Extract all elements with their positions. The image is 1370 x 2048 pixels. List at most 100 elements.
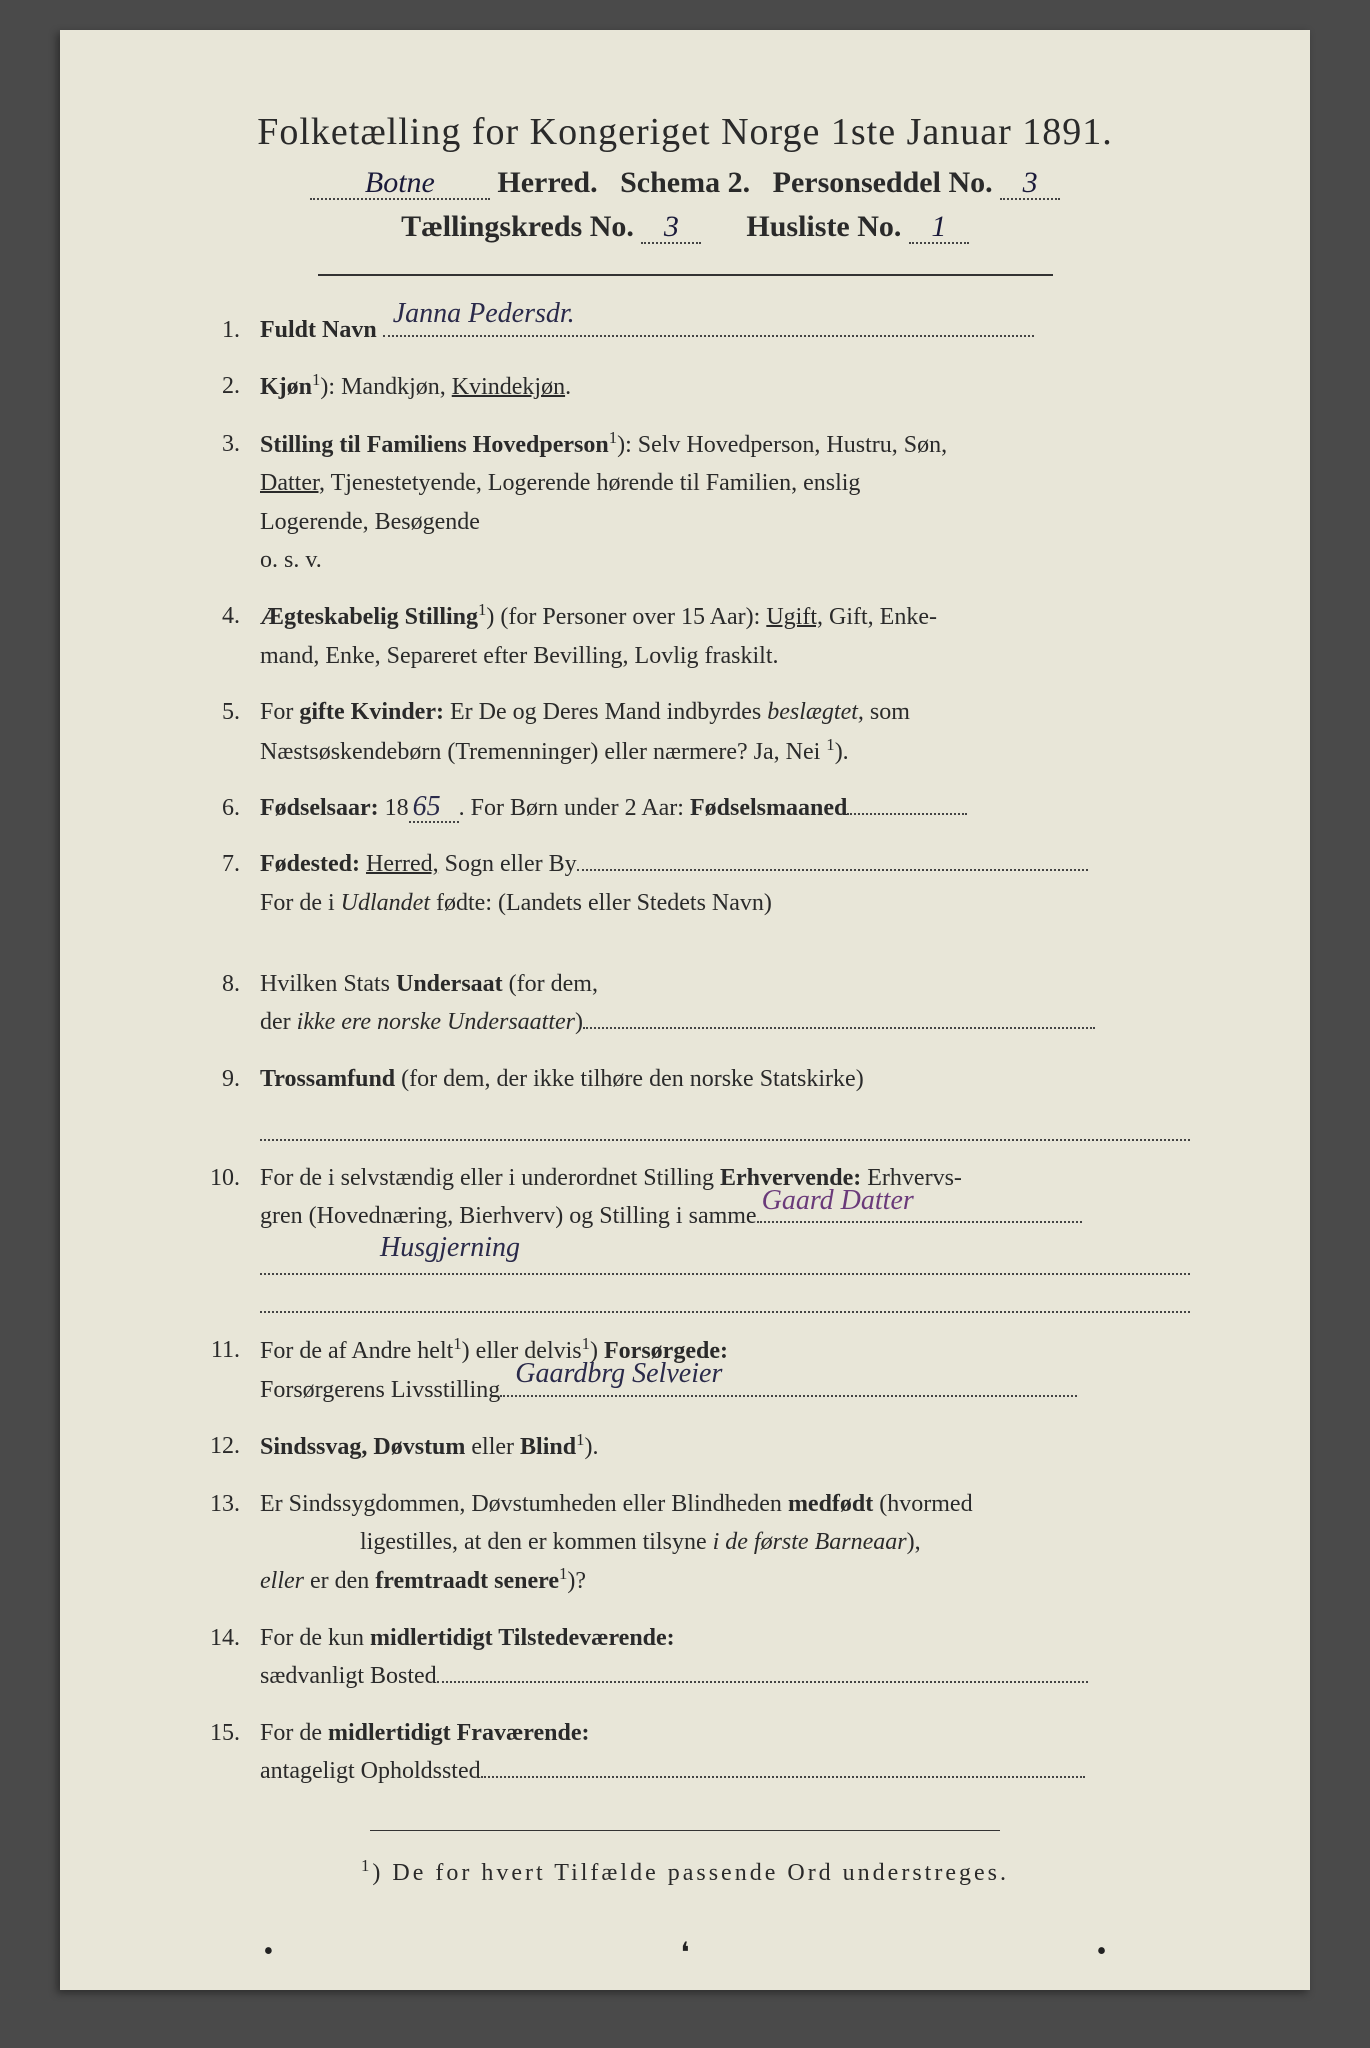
text: For de i	[260, 890, 341, 916]
year-handwritten: 65	[409, 793, 459, 823]
item-num: 15.	[200, 1714, 260, 1752]
text: For de af Andre helt	[260, 1338, 453, 1364]
footnote-sup: 1	[361, 1856, 372, 1875]
paren: )?	[567, 1568, 586, 1594]
kreds-value: 3	[641, 212, 701, 244]
footnote-text: ) De for hvert Tilfælde passende Ord und…	[372, 1860, 1009, 1886]
mark-icon: ❛	[680, 1936, 689, 1970]
hand-line3: Husgjerning	[380, 1226, 520, 1271]
italic: eller	[260, 1568, 304, 1594]
footer-rule	[370, 1830, 1000, 1831]
item-num: 8.	[200, 965, 260, 1003]
text: som	[864, 699, 910, 725]
text: For de kun	[260, 1625, 370, 1651]
husliste-value: 1	[909, 212, 969, 244]
item-num: 12.	[200, 1427, 260, 1465]
name-handwritten: Janna Pedersdr.	[393, 292, 575, 337]
text: Selv Hovedperson, Hustru, Søn,	[638, 432, 947, 458]
label: Stilling til Familiens Hovedperson	[260, 432, 609, 458]
text: .	[565, 374, 571, 400]
label: midlertidigt Tilstedeværende:	[370, 1625, 675, 1651]
item-13: 13. Er Sindssygdommen, Døvstumheden elle…	[200, 1485, 1190, 1601]
text: er den	[304, 1568, 375, 1594]
underlined: Ugift,	[766, 604, 823, 630]
item-num: 7.	[200, 845, 260, 883]
text: Gift, Enke-	[823, 604, 937, 630]
label: Sindssvag, Døvstum	[260, 1434, 465, 1460]
mark-icon: •	[264, 1936, 274, 1970]
fill	[847, 813, 967, 815]
item-15: 15. For de midlertidigt Fraværende: anta…	[200, 1714, 1190, 1791]
personseddel-value: 3	[1000, 168, 1060, 200]
underlined: Herred,	[366, 851, 439, 877]
header-line-3: Tællingskreds No. 3 Husliste No. 1	[160, 210, 1210, 244]
item-num: 9.	[200, 1060, 260, 1098]
label: Fødested:	[260, 851, 360, 877]
label: medfødt	[788, 1491, 873, 1517]
sup: 1	[582, 1334, 590, 1353]
sup: 1	[609, 428, 617, 447]
header-line-2: Botne Herred. Schema 2. Personseddel No.…	[160, 166, 1210, 200]
text: Sogn eller By	[439, 851, 577, 877]
hand-purple: Gaard Datter	[762, 1179, 914, 1224]
item-num: 14.	[200, 1619, 260, 1657]
item-5: 5. For gifte Kvinder: Er De og Deres Man…	[200, 693, 1190, 771]
text: (for dem, der ikke tilhøre den norske St…	[395, 1066, 864, 1092]
fill	[260, 1112, 1190, 1141]
sup: 1	[453, 1334, 461, 1353]
paren: ) (for Personer over 15 Aar):	[486, 604, 766, 630]
text: mand, Enke, Separeret efter Bevilling, L…	[260, 643, 779, 669]
text: For	[260, 699, 299, 725]
header-rule	[318, 274, 1053, 276]
text: eller	[465, 1434, 520, 1460]
fill	[260, 1285, 1190, 1314]
fill	[577, 869, 1089, 871]
text: o. s. v.	[260, 547, 322, 573]
sup: 1	[826, 735, 834, 754]
item-num: 2.	[200, 367, 260, 405]
paren: ).	[835, 739, 849, 765]
text: Er Sindssygdommen, Døvstumheden eller Bl…	[260, 1491, 788, 1517]
item-10: 10. For de i selvstændig eller i underor…	[200, 1159, 1190, 1313]
label: fremtraadt senere	[375, 1568, 559, 1594]
italic: Udlandet	[341, 890, 430, 916]
paren: ):	[617, 432, 638, 458]
label: Undersaat	[396, 971, 503, 997]
item-7: 7. Fødested: Herred, Sogn eller By For d…	[200, 845, 1190, 922]
text: 18	[379, 795, 409, 821]
husliste-label: Husliste No.	[746, 210, 901, 243]
underlined: Kvindekjøn	[452, 374, 565, 400]
fill	[481, 1776, 1086, 1778]
text: ),	[907, 1529, 921, 1555]
item-2: 2. Kjøn1): Mandkjøn, Kvindekjøn.	[200, 367, 1190, 406]
text: fødte: (Landets eller Stedets Navn)	[430, 890, 772, 916]
herred-value: Botne	[310, 168, 490, 200]
italic: ikke ere norske Undersaatter	[297, 1009, 575, 1035]
item-num: 3.	[200, 425, 260, 463]
item-14: 14. For de kun midlertidigt Tilstedevære…	[200, 1619, 1190, 1696]
paren: )	[575, 1009, 583, 1035]
paren: ):	[320, 374, 341, 400]
item-num: 1.	[200, 311, 260, 349]
text: (for dem,	[503, 971, 598, 997]
text: antageligt Opholdssted	[260, 1758, 481, 1784]
header-block: Folketælling for Kongeriget Norge 1ste J…	[160, 110, 1210, 244]
kreds-label: Tællingskreds No.	[401, 210, 634, 243]
label: Blind	[520, 1434, 576, 1460]
underlined: Datter,	[260, 470, 325, 496]
label: Trossamfund	[260, 1066, 395, 1092]
item-3: 3. Stilling til Familiens Hovedperson1):…	[200, 425, 1190, 580]
item-9: 9. Trossamfund (for dem, der ikke tilhør…	[200, 1060, 1190, 1141]
text: Mandkjøn,	[341, 374, 452, 400]
label: Kjøn	[260, 374, 312, 400]
italic: beslægtet,	[767, 699, 864, 725]
herred-label: Herred.	[490, 166, 598, 199]
item-8: 8. Hvilken Stats Undersaat (for dem, der…	[200, 965, 1190, 1042]
binding-marks: • ❛ •	[60, 1936, 1310, 1970]
main-title: Folketælling for Kongeriget Norge 1ste J…	[160, 110, 1210, 154]
form-items: 1. Fuldt Navn Janna Pedersdr. 2. Kjøn1):…	[200, 311, 1190, 1790]
item-num: 4.	[200, 597, 260, 635]
text: For de i selvstændig eller i underordnet…	[260, 1165, 720, 1191]
item-num: 6.	[200, 789, 260, 827]
item-num: 13.	[200, 1485, 260, 1523]
